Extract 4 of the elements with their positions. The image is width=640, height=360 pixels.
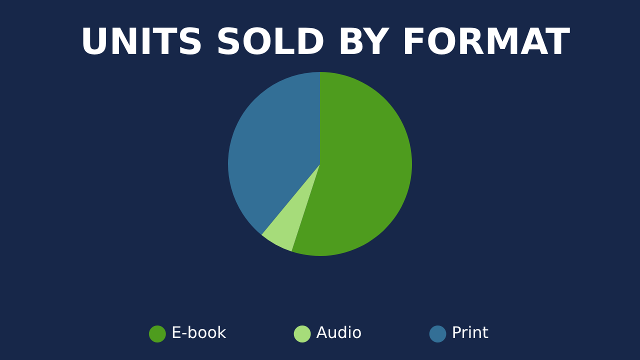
legend-label: Audio [316, 323, 362, 342]
legend-label: E-book [171, 323, 228, 342]
legend-label: Print [452, 323, 489, 342]
chart-title: UNITS SOLD BY FORMAT [80, 22, 570, 63]
